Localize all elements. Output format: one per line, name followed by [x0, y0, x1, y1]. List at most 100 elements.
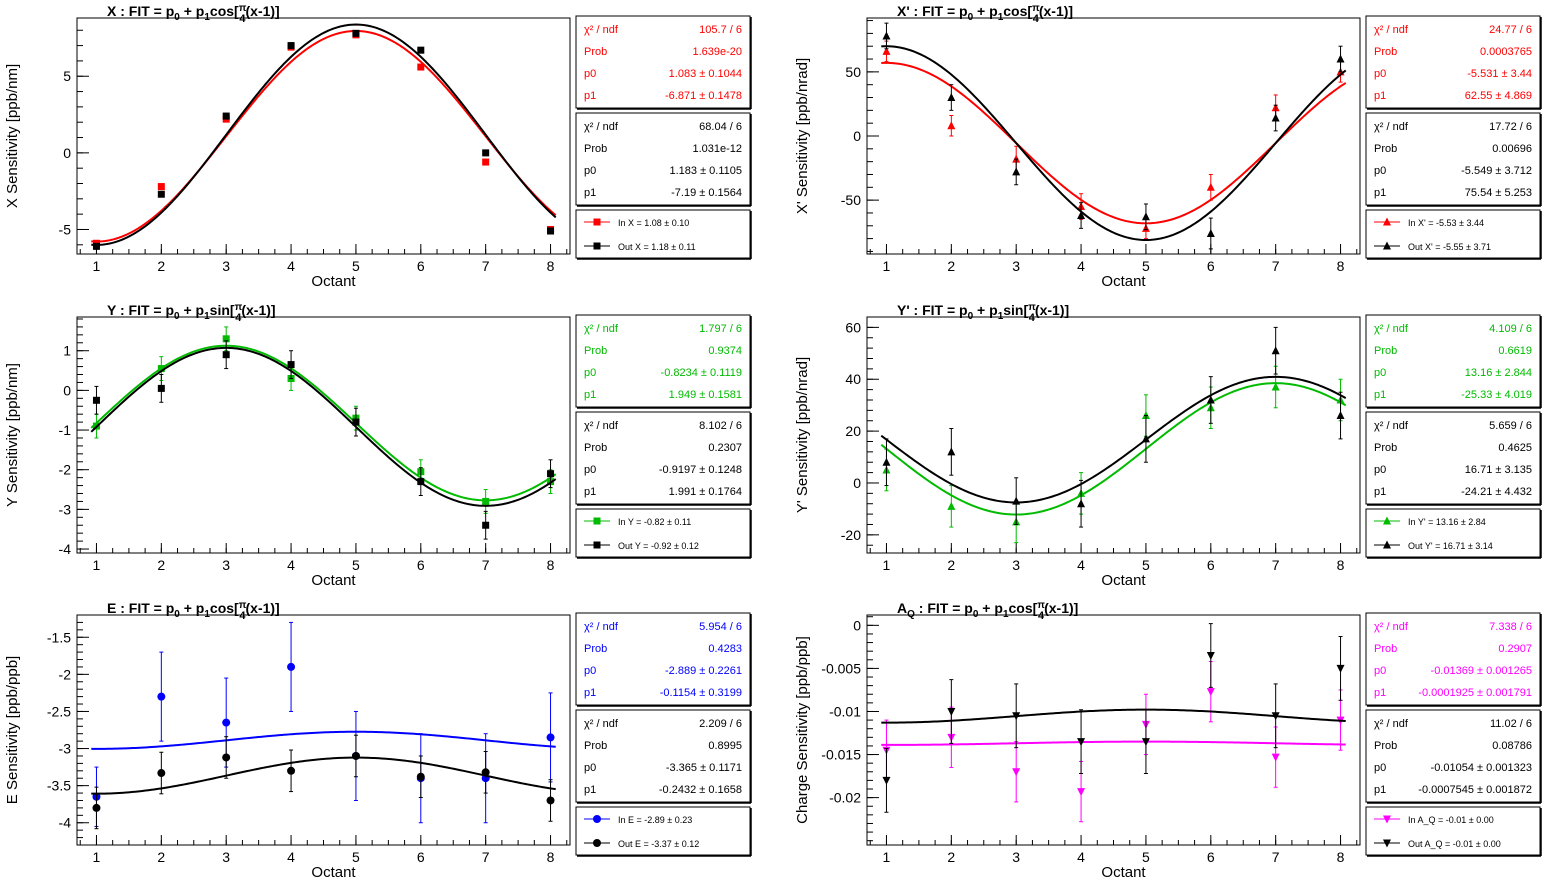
stats-label: p0 — [584, 367, 596, 379]
y-axis-label: Y' Sensitivity [ppb/nrad] — [794, 357, 811, 513]
x-tick-label: 2 — [157, 557, 165, 573]
fit-curve — [881, 45, 1347, 242]
stats-label: p1 — [584, 784, 596, 796]
data-point — [352, 418, 360, 426]
legend-entry: Out Y = -0.92 ± 0.12 — [618, 541, 699, 551]
stats-label: p0 — [1374, 367, 1386, 379]
x-tick-label: 1 — [883, 557, 891, 573]
chart-panel-1: -50 0 50 1 2 3 4 5 6 7 8 Octant X' Sensitivity [ppb/… — [794, 3, 1542, 290]
data-point — [947, 121, 956, 130]
x-axis-label: Octant — [1101, 273, 1146, 290]
stats-label: p1 — [1374, 389, 1386, 401]
stats-value: 1.949 ± 0.1581 — [669, 389, 742, 401]
title-part: + p — [180, 302, 205, 318]
y-axis-label: X Sensitivity [ppb/nm] — [4, 64, 21, 208]
stats-box: χ² / ndf 5.954 / 6 Prob 0.4283 p0 -2.889 ± 0.… — [575, 612, 752, 707]
x-tick-label: 4 — [1077, 557, 1085, 573]
x-tick-label: 7 — [1272, 849, 1280, 865]
data-point — [222, 112, 230, 120]
stats-value: 7.338 / 6 — [1489, 621, 1532, 633]
stats-label: p0 — [584, 165, 596, 177]
y-tick-label: -0.005 — [821, 660, 861, 676]
x-tick-label: 8 — [547, 849, 555, 865]
title-part: 1 — [1003, 609, 1009, 620]
data-point — [1271, 382, 1280, 391]
series-0 — [91, 621, 556, 827]
chart-panel-4: -4 -3.5 -3 -2.5 -2 -1.5 1 2 3 4 5 6 7 8 Octant E Sensit… — [4, 600, 752, 880]
legend-frame — [575, 806, 751, 856]
data-point — [947, 707, 956, 716]
data-point — [222, 753, 231, 762]
stats-box-frame — [575, 612, 751, 706]
stats-box: χ² / ndf 68.04 / 6 Prob 1.031e-12 p0 1.183 ± … — [575, 112, 752, 207]
series-1 — [881, 623, 1346, 813]
x-axis-label: Octant — [311, 273, 356, 290]
y-tick-label: -1 — [59, 422, 72, 438]
title-part: (x-1)] — [1035, 302, 1069, 318]
legend-entry: Out E = -3.37 ± 0.12 — [618, 839, 699, 849]
y-tick-label: -3 — [59, 501, 72, 517]
x-tick-label: 4 — [287, 557, 295, 573]
x-tick-label: 7 — [1272, 557, 1280, 573]
stats-label: Prob — [584, 46, 607, 58]
data-point — [1336, 54, 1345, 63]
stats-label: Prob — [584, 345, 607, 357]
title-part: (x-1)] — [1039, 3, 1073, 19]
stats-value: -0.1154 ± 0.3199 — [660, 687, 742, 699]
legend-entry: In Y = -0.82 ± 0.11 — [618, 517, 691, 527]
y-tick-label: 1 — [63, 343, 71, 359]
x-tick-label: 6 — [417, 849, 425, 865]
stats-label: p0 — [584, 762, 596, 774]
stats-label: p0 — [1374, 464, 1386, 476]
x-tick-label: 5 — [1142, 258, 1150, 274]
legend-marker — [593, 517, 601, 525]
fit-curve — [880, 375, 1347, 504]
legend-entry: In A_Q = -0.01 ± 0.00 — [1408, 815, 1494, 825]
stats-value: -0.01369 ± 0.001265 — [1431, 665, 1532, 677]
data-point — [1271, 113, 1280, 122]
fit-curve — [880, 382, 1347, 516]
data-point — [1012, 712, 1021, 721]
stats-value: -0.2432 ± 0.1658 — [659, 784, 742, 796]
y-axis-label: Y Sensitivity [ppb/nm] — [4, 363, 21, 507]
legend-frame — [1365, 806, 1541, 856]
data-point — [351, 751, 360, 760]
data-point — [287, 662, 296, 671]
stats-box-frame — [1365, 709, 1541, 803]
data-point — [1077, 788, 1086, 797]
stats-value: 1.639e-20 — [692, 46, 742, 58]
x-tick-label: 7 — [482, 849, 490, 865]
title-part: 0 — [174, 609, 180, 620]
data-point — [1077, 499, 1086, 508]
stats-box: χ² / ndf 5.659 / 6 Prob 0.4625 p0 16.71 ± 3.1… — [1365, 411, 1542, 506]
stats-value: 0.4625 — [1498, 442, 1532, 454]
y-tick-label: -50 — [841, 192, 861, 208]
data-point — [157, 183, 165, 191]
data-point — [547, 470, 555, 478]
data-point — [1012, 768, 1021, 777]
x-axis-label: Octant — [1101, 572, 1146, 589]
title-part: 1 — [998, 12, 1004, 23]
stats-value: -0.01054 ± 0.001323 — [1431, 762, 1532, 774]
stats-value: 0.4283 — [708, 643, 742, 655]
title-part: X' : FIT = p — [897, 3, 968, 19]
stats-label: Prob — [1374, 442, 1397, 454]
stats-value: -6.871 ± 0.1478 — [665, 90, 742, 102]
plot-frame — [866, 17, 1361, 255]
legend-marker — [1383, 516, 1391, 525]
series-1 — [91, 734, 556, 830]
y-tick-label: -20 — [841, 527, 861, 543]
stats-label: χ² / ndf — [584, 323, 619, 335]
stats-box: χ² / ndf 11.02 / 6 Prob 0.08786 p0 -0.01054 ±… — [1365, 709, 1542, 804]
stats-label: χ² / ndf — [1374, 323, 1409, 335]
stats-label: p1 — [1374, 486, 1386, 498]
stats-box-frame — [575, 314, 751, 408]
x-tick-label: 2 — [947, 557, 955, 573]
data-point — [1141, 738, 1150, 747]
stats-label: χ² / ndf — [584, 24, 619, 36]
title-part: 4 — [1038, 610, 1045, 622]
fit-curve — [91, 23, 557, 246]
stats-label: Prob — [584, 442, 607, 454]
title-part: π — [239, 3, 247, 14]
title-part: Y : FIT = p — [107, 302, 174, 318]
